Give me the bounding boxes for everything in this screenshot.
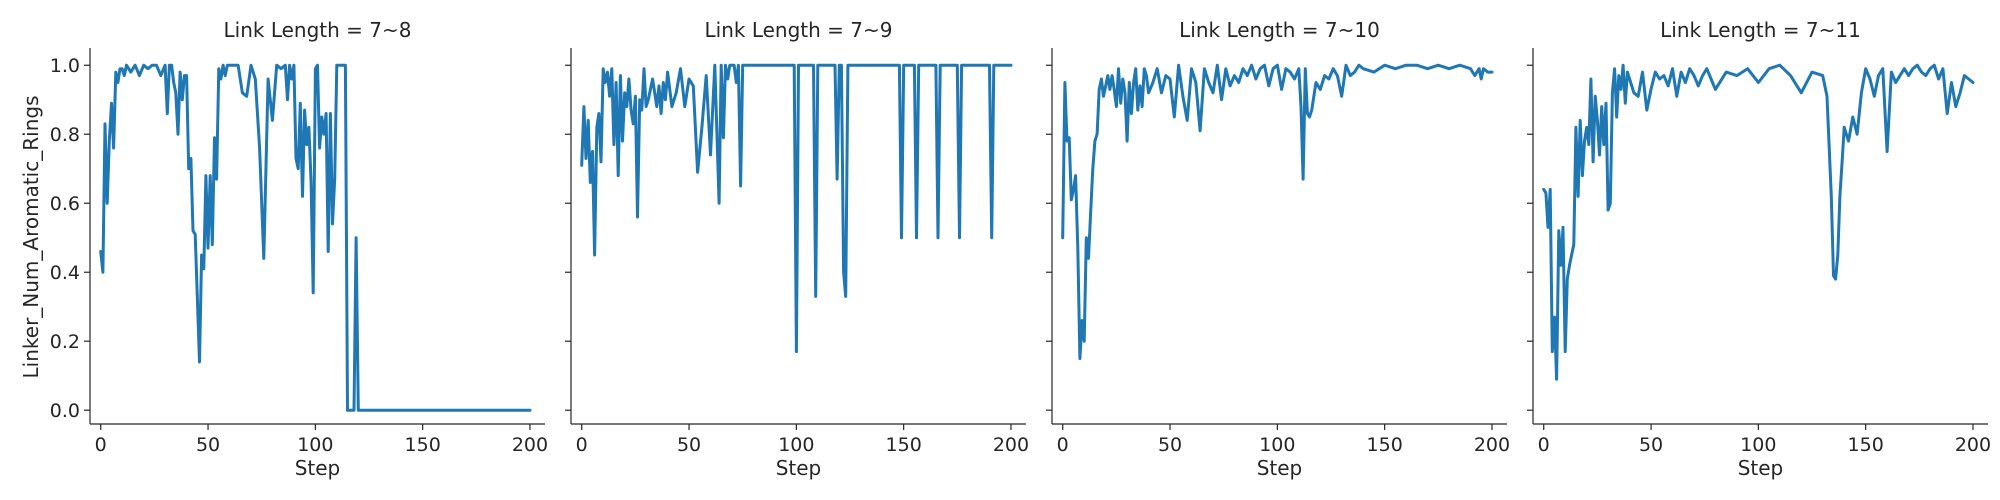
x-tick-label: 200 xyxy=(1474,434,1510,456)
x-axis-label: Step xyxy=(295,456,341,480)
series-line xyxy=(580,63,1013,354)
x-tick-label: 0 xyxy=(95,434,107,456)
y-tick-label: 0.4 xyxy=(50,262,80,284)
y-tick-label: 0.2 xyxy=(50,331,80,353)
series-line xyxy=(1542,63,1975,381)
x-tick-label: 100 xyxy=(1259,434,1295,456)
chart-panels: Link Length = 7~8 0 50 100 150 200 0.0 0.2 0.4 0.… xyxy=(50,18,1991,480)
y-axis-label: Linker_Num_Aromatic_Rings xyxy=(19,96,43,379)
panel-title: Link Length = 7~8 xyxy=(224,18,412,42)
panel-title: Link Length = 7~11 xyxy=(1660,18,1861,42)
y-tick-label: 1.0 xyxy=(50,55,80,77)
x-tick-label: 200 xyxy=(993,434,1029,456)
x-axis-label: Step xyxy=(1257,456,1303,480)
panel-4: Link Length = 7~11 0 50 100 150 200 Step xyxy=(1527,18,1991,480)
panel-1: Link Length = 7~8 0 50 100 150 200 0.0 0.2 0.4 0.… xyxy=(50,18,548,480)
x-tick-label: 150 xyxy=(886,434,922,456)
x-tick-label: 50 xyxy=(1158,434,1182,456)
series-line xyxy=(1061,63,1494,360)
x-tick-label: 50 xyxy=(196,434,220,456)
x-tick-label: 200 xyxy=(1955,434,1991,456)
x-tick-label: 50 xyxy=(677,434,701,456)
x-tick-label: 50 xyxy=(1639,434,1663,456)
x-tick-label: 100 xyxy=(778,434,814,456)
x-axis-label: Step xyxy=(1738,456,1784,480)
x-axis-label: Step xyxy=(776,456,822,480)
y-tick-label: 0.0 xyxy=(50,400,80,422)
x-tick-label: 100 xyxy=(297,434,333,456)
panel-3: Link Length = 7~10 0 50 100 150 200 Step xyxy=(1046,18,1510,480)
x-tick-label: 200 xyxy=(512,434,548,456)
x-tick-label: 100 xyxy=(1740,434,1776,456)
series-line xyxy=(99,63,532,412)
panel-title: Link Length = 7~10 xyxy=(1179,18,1380,42)
x-tick-label: 0 xyxy=(1538,434,1550,456)
x-tick-label: 150 xyxy=(1367,434,1403,456)
panel-2: Link Length = 7~9 0 50 100 150 200 Step xyxy=(565,18,1029,480)
panel-title: Link Length = 7~9 xyxy=(705,18,893,42)
x-tick-label: 150 xyxy=(1848,434,1884,456)
y-tick-label: 0.6 xyxy=(50,193,80,215)
y-tick-label: 0.8 xyxy=(50,124,80,146)
x-tick-label: 150 xyxy=(405,434,441,456)
x-tick-label: 0 xyxy=(1057,434,1069,456)
x-tick-label: 0 xyxy=(576,434,588,456)
